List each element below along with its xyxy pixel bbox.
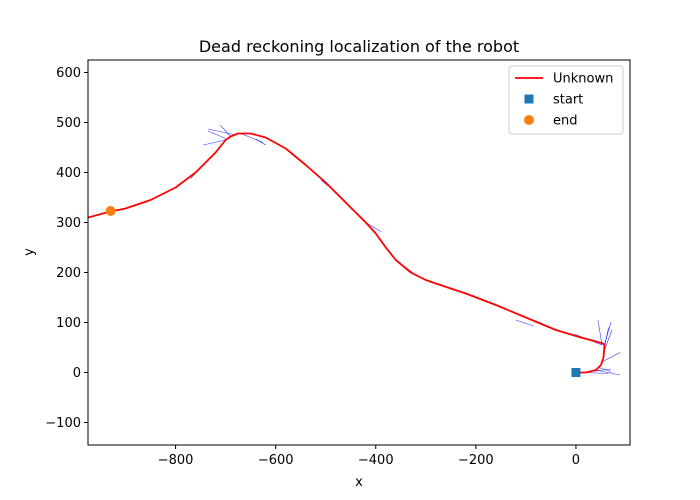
x-tick-label: 0 [572, 453, 580, 468]
axes-frame [87, 59, 631, 446]
y-tick-label: −100 [45, 416, 81, 431]
y-axis-label: y [22, 248, 37, 256]
heading-arrow [585, 372, 609, 374]
x-tick-label: −600 [258, 453, 294, 468]
trajectory-line [88, 132, 606, 374]
heading-arrow [597, 319, 603, 346]
y-tick-label: 0 [73, 366, 81, 381]
x-tick-label: −800 [158, 453, 194, 468]
x-tick-label: −200 [458, 453, 494, 468]
legend-square-swatch [524, 94, 534, 104]
heading-arrow [207, 130, 226, 139]
y-tick-label: 500 [56, 116, 81, 131]
legend-label: end [553, 114, 578, 129]
plot-area [87, 59, 631, 446]
marker-layer [105, 206, 581, 377]
y-tick-label: 200 [56, 266, 81, 281]
y-tick-label: 300 [56, 216, 81, 231]
legend-entries: Unknown start end [515, 72, 613, 129]
legend: Unknown start end [508, 65, 624, 135]
chart-title: Dead reckoning localization of the robot [199, 37, 519, 56]
y-tick-label: 600 [56, 66, 81, 81]
heading-arrow [203, 139, 226, 146]
y-tick-label: 400 [56, 166, 81, 181]
y-tick-label: 100 [56, 316, 81, 331]
x-tick-label: −400 [358, 453, 394, 468]
y-axis-ticks: −100 0 100 200 300 400 500 600 [45, 66, 88, 431]
x-axis-ticks: −800 −600 −400 −200 0 [158, 445, 580, 468]
end-marker [105, 206, 116, 216]
heading-arrow [208, 128, 236, 136]
x-axis-label: x [355, 475, 363, 490]
heading-arrow [604, 329, 613, 351]
heading-arrow [595, 369, 621, 376]
heading-arrow [220, 125, 231, 137]
heading-arrow [600, 352, 621, 363]
heading-arrow [240, 133, 264, 143]
start-marker [571, 368, 581, 377]
legend-label: Unknown [553, 72, 613, 87]
heading-arrow [515, 319, 534, 327]
legend-circle-swatch [524, 115, 534, 125]
legend-frame [508, 65, 624, 135]
legend-label: start [553, 93, 583, 108]
path-layer [88, 132, 606, 374]
